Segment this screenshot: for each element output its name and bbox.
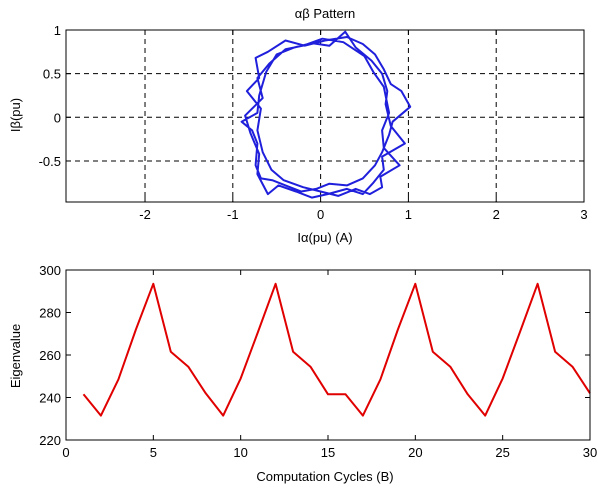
plot-frame bbox=[65, 29, 585, 203]
x-ticks: 0 5 10 15 20 25 30 bbox=[62, 270, 597, 460]
x-tick-label: -1 bbox=[227, 207, 239, 222]
y-ticks: 1 0.5 0 -0.5 bbox=[39, 23, 584, 169]
chart-title: αβ Pattern bbox=[295, 6, 356, 21]
x-ticks: -2 -1 0 1 2 3 bbox=[139, 30, 588, 222]
y-axis-label: Eigenvalue bbox=[8, 324, 23, 388]
series-line bbox=[240, 30, 412, 199]
y-tick-label: -0.5 bbox=[39, 154, 61, 169]
x-axis-label: Computation Cycles (B) bbox=[256, 469, 393, 484]
y-tick-label: 240 bbox=[39, 391, 61, 406]
y-axis-label: Iβ(pu) bbox=[8, 98, 23, 132]
x-tick-label: 1 bbox=[405, 207, 412, 222]
y-tick-label: 300 bbox=[39, 263, 61, 278]
y-tick-label: 0 bbox=[54, 110, 61, 125]
x-tick-label: 30 bbox=[583, 445, 597, 460]
series-group bbox=[82, 282, 591, 417]
alpha-beta-chart: αβ Pattern -2 -1 0 1 2 3 1 0.5 0 -0.5 Iα(pu) (A)… bbox=[8, 6, 588, 245]
y-tick-label: 1 bbox=[54, 23, 61, 38]
x-tick-label: 5 bbox=[150, 445, 157, 460]
x-tick-label: 10 bbox=[233, 445, 247, 460]
series-line bbox=[82, 282, 591, 417]
x-tick-label: 0 bbox=[62, 445, 69, 460]
y-tick-label: 280 bbox=[39, 306, 61, 321]
x-axis-label: Iα(pu) (A) bbox=[297, 230, 352, 245]
y-tick-label: 260 bbox=[39, 348, 61, 363]
x-tick-label: 15 bbox=[321, 445, 335, 460]
y-ticks: 300 280 260 240 220 bbox=[39, 263, 590, 448]
x-tick-label: -2 bbox=[139, 207, 151, 222]
x-tick-label: 3 bbox=[580, 207, 587, 222]
y-tick-label: 220 bbox=[39, 433, 61, 448]
series-group bbox=[240, 30, 412, 199]
x-tick-label: 2 bbox=[493, 207, 500, 222]
x-tick-label: 0 bbox=[317, 207, 324, 222]
x-tick-label: 20 bbox=[408, 445, 422, 460]
x-tick-label: 25 bbox=[495, 445, 509, 460]
eigenvalue-chart: 0 5 10 15 20 25 30 300 280 260 240 220 Computation… bbox=[8, 263, 597, 484]
grid-lines bbox=[66, 29, 585, 202]
y-tick-label: 0.5 bbox=[43, 67, 61, 82]
